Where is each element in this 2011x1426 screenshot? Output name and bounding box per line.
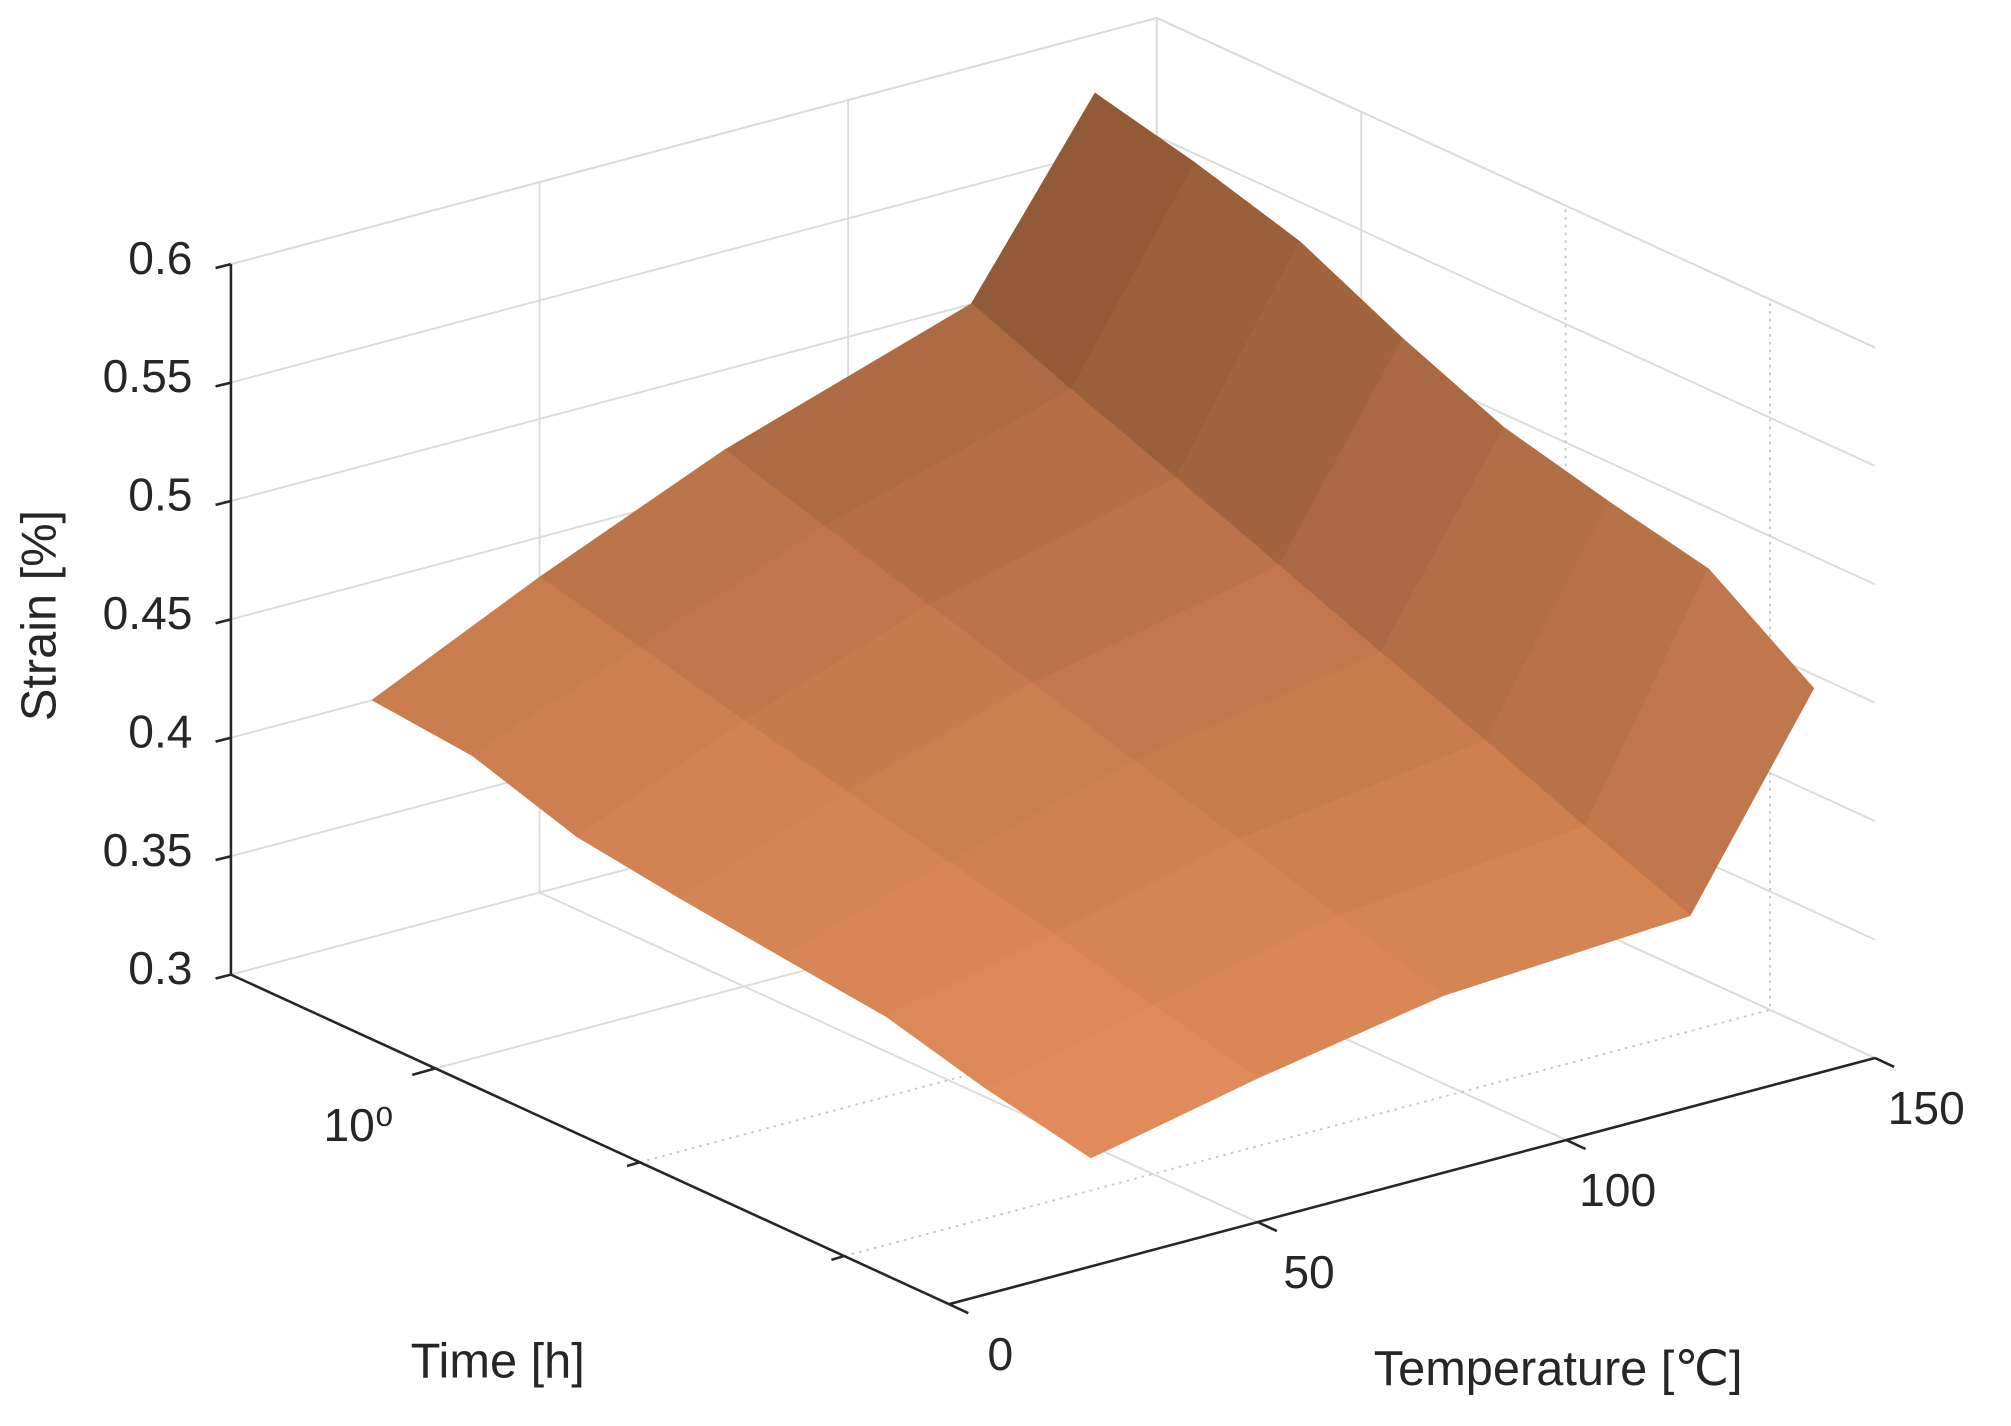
surface xyxy=(372,92,1815,1159)
z-tick-label: 0.5 xyxy=(128,469,192,521)
x-tick xyxy=(1874,1056,1895,1069)
y-tick-label: 10⁰ xyxy=(324,1099,394,1151)
z-tick-label: 0.55 xyxy=(103,350,193,402)
y-minor-tick xyxy=(831,1254,845,1262)
x-tick-label: 150 xyxy=(1888,1082,1965,1134)
y-minor-grid-line xyxy=(843,299,1772,1258)
x-axis xyxy=(948,1056,1876,1306)
x-tick xyxy=(1565,1138,1587,1151)
x-axis-label: Temperature [℃] xyxy=(1374,1342,1743,1396)
z-tick-label: 0.35 xyxy=(103,824,193,876)
z-tick xyxy=(215,736,232,743)
x-tick-label: 100 xyxy=(1579,1164,1656,1216)
z-tick xyxy=(215,381,232,388)
x-tick-label: 0 xyxy=(988,1328,1014,1380)
y-axis xyxy=(230,973,950,1306)
y-tick xyxy=(411,1067,436,1077)
z-axis-label: Strain [%] xyxy=(12,510,66,721)
x-tick xyxy=(948,1303,969,1315)
z-tick-label: 0.3 xyxy=(128,942,192,994)
z-tick xyxy=(215,854,232,862)
y-axis-label: Time [h] xyxy=(411,1334,585,1388)
z-tick-label: 0.45 xyxy=(103,587,193,639)
x-tick-label: 50 xyxy=(1283,1246,1334,1298)
x-tick xyxy=(1257,1220,1278,1233)
z-tick xyxy=(215,618,232,625)
z-tick-label: 0.4 xyxy=(128,705,192,757)
y-minor-tick xyxy=(626,1161,641,1168)
axes: 0.3 0.35 0.4 0.45 0.5 0.55 0.6 0 50 100 150 10⁰ xyxy=(103,232,1965,1380)
z-tick xyxy=(215,499,232,507)
surface-patch xyxy=(985,1005,1259,1159)
z-tick-label: 0.6 xyxy=(128,232,192,284)
z-tick xyxy=(215,973,232,980)
y-minor-grid-line xyxy=(639,205,1567,1164)
z-tick xyxy=(215,262,232,270)
x-grid-line xyxy=(538,182,1259,1223)
